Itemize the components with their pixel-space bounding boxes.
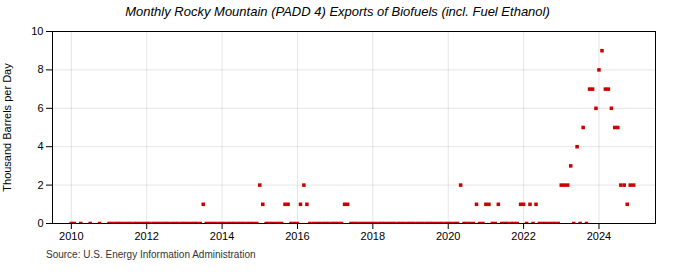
svg-text:2018: 2018 [361,230,385,242]
svg-text:2022: 2022 [511,230,535,242]
svg-text:2012: 2012 [134,230,158,242]
svg-text:0: 0 [37,217,43,229]
svg-text:2: 2 [37,179,43,191]
html-text:Monthly Rocky Mountain (PADD 4: Monthly Rocky Mountain (PADD 4) Exports … [125,4,550,19]
svg-text:6: 6 [37,102,43,114]
svg-text:2024: 2024 [587,230,611,242]
svg-text:8: 8 [37,63,43,75]
svg-text:Thousand Barrels per Day: Thousand Barrels per Day [1,63,13,192]
svg-text:10: 10 [31,25,43,37]
svg-text:2020: 2020 [436,230,460,242]
svg-text:2014: 2014 [210,230,234,242]
html-text:Source: U.S. Energy Informatio: Source: U.S. Energy Information Administ… [46,249,256,260]
svg-text:2010: 2010 [59,230,83,242]
svg-text:4: 4 [37,140,43,152]
svg-text:2016: 2016 [285,230,309,242]
